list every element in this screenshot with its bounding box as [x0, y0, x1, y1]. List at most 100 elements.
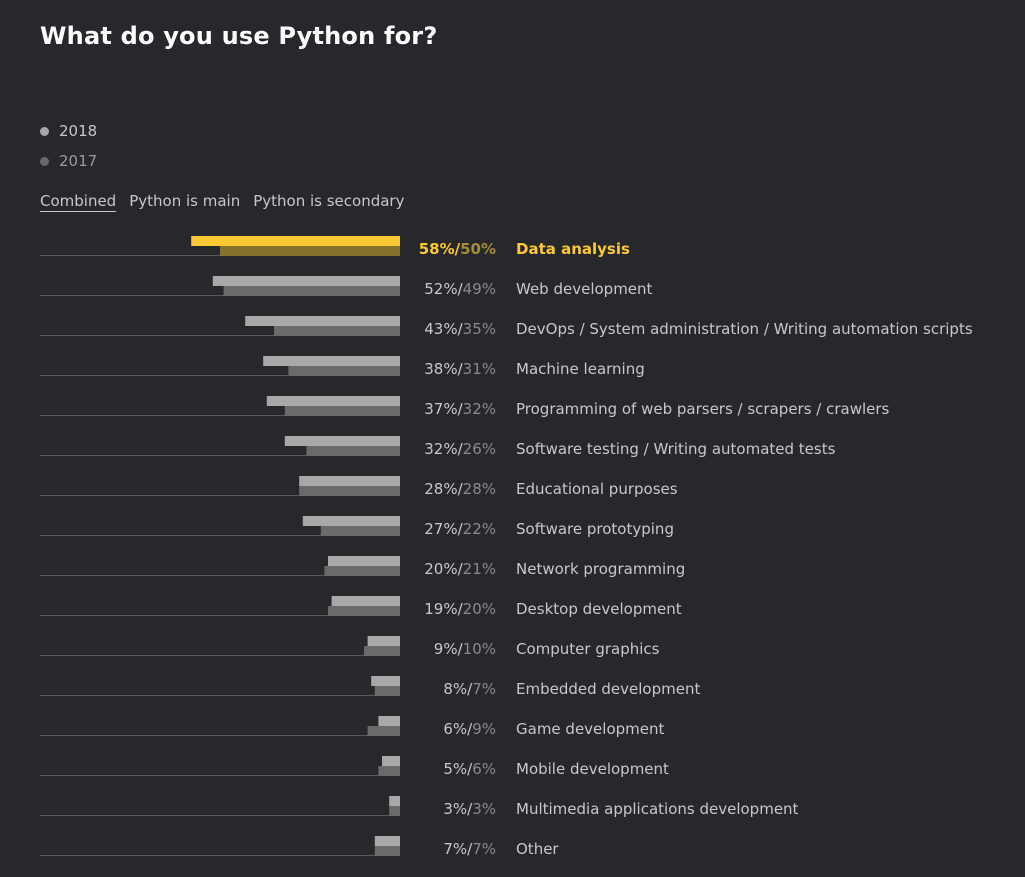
value-label-2018: 37%/: [424, 400, 463, 418]
value-label-2017: 50%: [460, 240, 496, 258]
category-label: Web development: [516, 280, 653, 298]
value-label-2017: 49%: [463, 280, 496, 298]
tab-combined[interactable]: Combined: [40, 192, 117, 212]
bar-2017: [220, 246, 400, 256]
bar-2017: [223, 286, 400, 296]
value-label-2018: 20%/: [424, 560, 463, 578]
value-label-2018: 27%/: [424, 520, 463, 538]
value-label-2018: 19%/: [424, 600, 463, 618]
value-label-2018: 52%/: [424, 280, 463, 298]
value-label-2018: 9%/: [434, 640, 464, 658]
category-label: Multimedia applications development: [516, 800, 799, 818]
tab-python-is-main[interactable]: Python is main: [129, 192, 241, 210]
bar-2017: [306, 446, 400, 456]
value-label-2018: 32%/: [424, 440, 463, 458]
value-label-2017: 28%: [463, 480, 496, 498]
category-label: Software prototyping: [516, 520, 674, 538]
value-label-2017: 9%: [472, 720, 496, 738]
value-label-2017: 7%: [472, 680, 496, 698]
value-label-2017: 3%: [472, 800, 496, 818]
value-label-2017: 10%: [463, 640, 496, 658]
value-label-2018: 43%/: [424, 320, 463, 338]
legend-item-2017: 2017: [40, 146, 97, 176]
bar-2018: [191, 236, 400, 246]
bar-2017: [328, 606, 400, 616]
value-label: 5%/6%: [443, 760, 496, 778]
legend: 2018 2017: [40, 116, 97, 176]
legend-label-2018: 2018: [59, 122, 98, 140]
value-label-2017: 31%: [463, 360, 496, 378]
value-label-2017: 22%: [463, 520, 496, 538]
category-label: Programming of web parsers / scrapers / …: [516, 400, 890, 418]
category-label: Embedded development: [516, 680, 700, 698]
bar-2017: [274, 326, 400, 336]
bar-2018: [299, 476, 400, 486]
value-label: 19%/20%: [424, 600, 496, 618]
legend-label-2017: 2017: [59, 152, 98, 170]
value-label: 28%/28%: [424, 480, 496, 498]
value-label-2017: 32%: [463, 400, 496, 418]
category-label: Network programming: [516, 560, 685, 578]
value-label-2018: 8%/: [443, 680, 473, 698]
value-label: 43%/35%: [424, 320, 496, 338]
value-label-2017: 35%: [463, 320, 496, 338]
bar-2017: [374, 686, 400, 696]
value-label-2017: 26%: [463, 440, 496, 458]
bar-2018: [284, 436, 400, 446]
tab-python-is-secondary[interactable]: Python is secondary: [253, 192, 405, 210]
bar-2017: [374, 846, 400, 856]
bar-2018: [382, 756, 400, 766]
bar-2018: [302, 516, 400, 526]
category-label: Mobile development: [516, 760, 669, 778]
category-label: Other: [516, 840, 559, 858]
bar-2017: [378, 766, 400, 776]
legend-item-2018: 2018: [40, 116, 97, 146]
value-label-2018: 28%/: [424, 480, 463, 498]
value-label-2018: 38%/: [424, 360, 463, 378]
value-label: 9%/10%: [434, 640, 496, 658]
bar-2017: [367, 726, 400, 736]
legend-dot-2017: [40, 156, 49, 166]
value-label: 58%/50%: [419, 240, 496, 258]
bar-2018: [371, 676, 400, 686]
value-label-2018: 3%/: [443, 800, 473, 818]
bar-2018: [245, 316, 400, 326]
legend-dot-2018: [40, 126, 49, 136]
bar-2017: [320, 526, 400, 536]
value-label-2017: 6%: [472, 760, 496, 778]
bar-2018: [374, 836, 400, 846]
bar-2017: [284, 406, 400, 416]
category-label: Data analysis: [516, 240, 630, 258]
value-label-2018: 6%/: [443, 720, 473, 738]
category-label: Educational purposes: [516, 480, 678, 498]
value-label: 8%/7%: [443, 680, 496, 698]
category-label: Game development: [516, 720, 664, 738]
value-label: 52%/49%: [424, 280, 496, 298]
value-label-2018: 5%/: [443, 760, 473, 778]
value-label: 20%/21%: [424, 560, 496, 578]
bar-2018: [378, 716, 400, 726]
bar-2017: [389, 806, 400, 816]
category-label: Desktop development: [516, 600, 682, 618]
chart-title: What do you use Python for?: [40, 22, 438, 50]
value-label: 7%/7%: [443, 840, 496, 858]
value-label-2017: 7%: [472, 840, 496, 858]
value-label: 27%/22%: [424, 520, 496, 538]
value-label: 3%/3%: [443, 800, 496, 818]
category-label: Machine learning: [516, 360, 645, 378]
category-label: Software testing / Writing automated tes…: [516, 440, 836, 458]
bar-2018: [212, 276, 400, 286]
bar-2017: [324, 566, 400, 576]
bar-2017: [299, 486, 400, 496]
filter-tabs: Combined Python is main Python is second…: [40, 192, 417, 212]
bar-2018: [389, 796, 400, 806]
category-label: Computer graphics: [516, 640, 660, 658]
bar-2018: [367, 636, 400, 646]
value-label-2017: 21%: [463, 560, 496, 578]
bar-2017: [288, 366, 400, 376]
bar-2018: [263, 356, 400, 366]
bar-2017: [364, 646, 400, 656]
value-label-2018: 7%/: [443, 840, 473, 858]
bar-2018: [331, 596, 400, 606]
